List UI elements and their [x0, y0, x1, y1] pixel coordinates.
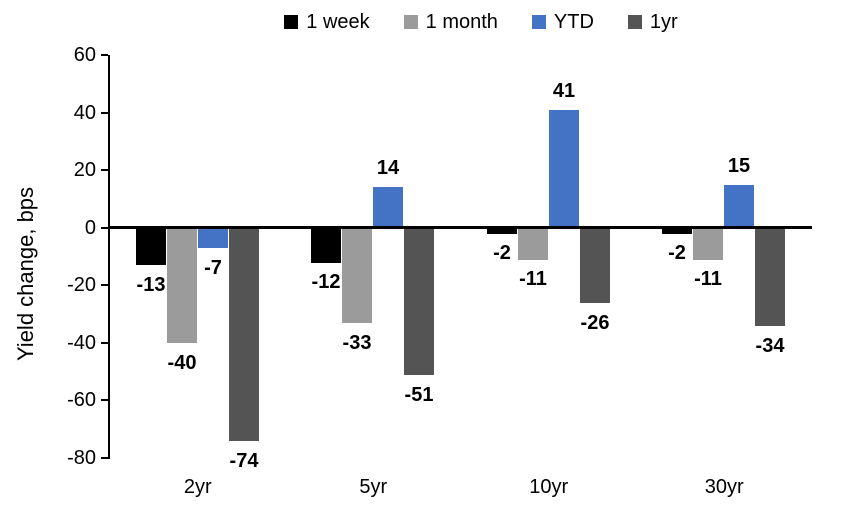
x-axis-label-10yr: 10yr [529, 476, 569, 498]
legend-swatch-icon [403, 15, 418, 29]
legend-swatch-icon [627, 15, 642, 29]
data-label: -74 [229, 449, 259, 472]
data-label: 41 [552, 79, 576, 102]
y-axis-tick-mark [101, 111, 108, 114]
y-axis-tick-label: -40 [67, 331, 96, 354]
data-label: -33 [342, 331, 372, 354]
bar-1-week-10yr [487, 228, 517, 234]
bar-1-month-2yr [167, 228, 197, 343]
legend-item-1-week: 1 week [284, 10, 370, 34]
bar-1yr-10yr [580, 228, 610, 303]
y-axis-tick-mark [101, 399, 108, 402]
bar-1yr-5yr [404, 228, 434, 375]
y-axis-tick-mark [101, 169, 108, 172]
y-axis-line [108, 55, 110, 459]
data-label: -51 [404, 383, 434, 406]
legend-label: 1 month [425, 10, 498, 33]
y-axis-tick-label: 20 [73, 159, 96, 182]
legend-label: 1 week [306, 10, 370, 33]
y-axis-tick-label: 60 [73, 44, 96, 66]
y-axis-tick-label: -60 [67, 389, 96, 412]
bar-ytd-30yr [724, 185, 754, 228]
bar-1-month-30yr [693, 228, 723, 260]
bar-1-week-2yr [136, 228, 166, 265]
data-label: -34 [755, 334, 785, 357]
y-axis-tick-mark [101, 457, 108, 459]
chart-legend: 1 week 1 month YTD 1yr [130, 8, 832, 36]
data-label: 15 [727, 154, 751, 177]
y-axis-tick-label: 0 [84, 216, 96, 239]
zero-baseline [110, 226, 812, 229]
data-label: -11 [694, 268, 722, 291]
y-axis-tick-label: -20 [67, 274, 96, 297]
data-label: -7 [204, 256, 222, 279]
bar-1-week-30yr [662, 228, 692, 234]
bar-1-month-10yr [518, 228, 548, 260]
x-axis-label-30yr: 30yr [704, 476, 744, 498]
legend-swatch-icon [531, 15, 546, 29]
data-label: -13 [136, 274, 166, 297]
bar-1-week-5yr [311, 228, 341, 263]
legend-label: 1yr [649, 10, 678, 33]
y-axis-tick-label: 40 [73, 101, 96, 124]
bar-1yr-30yr [755, 228, 785, 326]
data-label: -2 [668, 242, 686, 265]
bar-ytd-5yr [373, 187, 403, 227]
y-axis-tick-label: -80 [67, 447, 96, 469]
legend-item-1-month: 1 month [403, 10, 498, 34]
y-axis-tick-mark [101, 341, 108, 344]
y-axis-tick-mark [101, 284, 108, 287]
data-label: 14 [376, 157, 400, 180]
x-axis-label-2yr: 2yr [183, 476, 212, 498]
bar-1yr-2yr [229, 228, 259, 441]
bar-ytd-2yr [198, 228, 228, 248]
legend-swatch-icon [284, 15, 299, 29]
legend-item-ytd: YTD [531, 10, 594, 34]
legend-item-1yr: 1yr [627, 10, 678, 34]
x-axis-label-5yr: 5yr [359, 476, 388, 498]
data-label: -26 [580, 311, 610, 334]
bar-ytd-10yr [549, 110, 579, 228]
data-label: -12 [311, 271, 341, 294]
y-axis-tick-mark [101, 54, 108, 56]
data-label: -2 [493, 242, 511, 265]
data-label: -11 [519, 268, 547, 291]
bar-1-month-5yr [342, 228, 372, 323]
legend-label: YTD [553, 10, 594, 33]
data-label: -40 [167, 351, 197, 374]
y-axis-tick-mark [101, 226, 108, 229]
